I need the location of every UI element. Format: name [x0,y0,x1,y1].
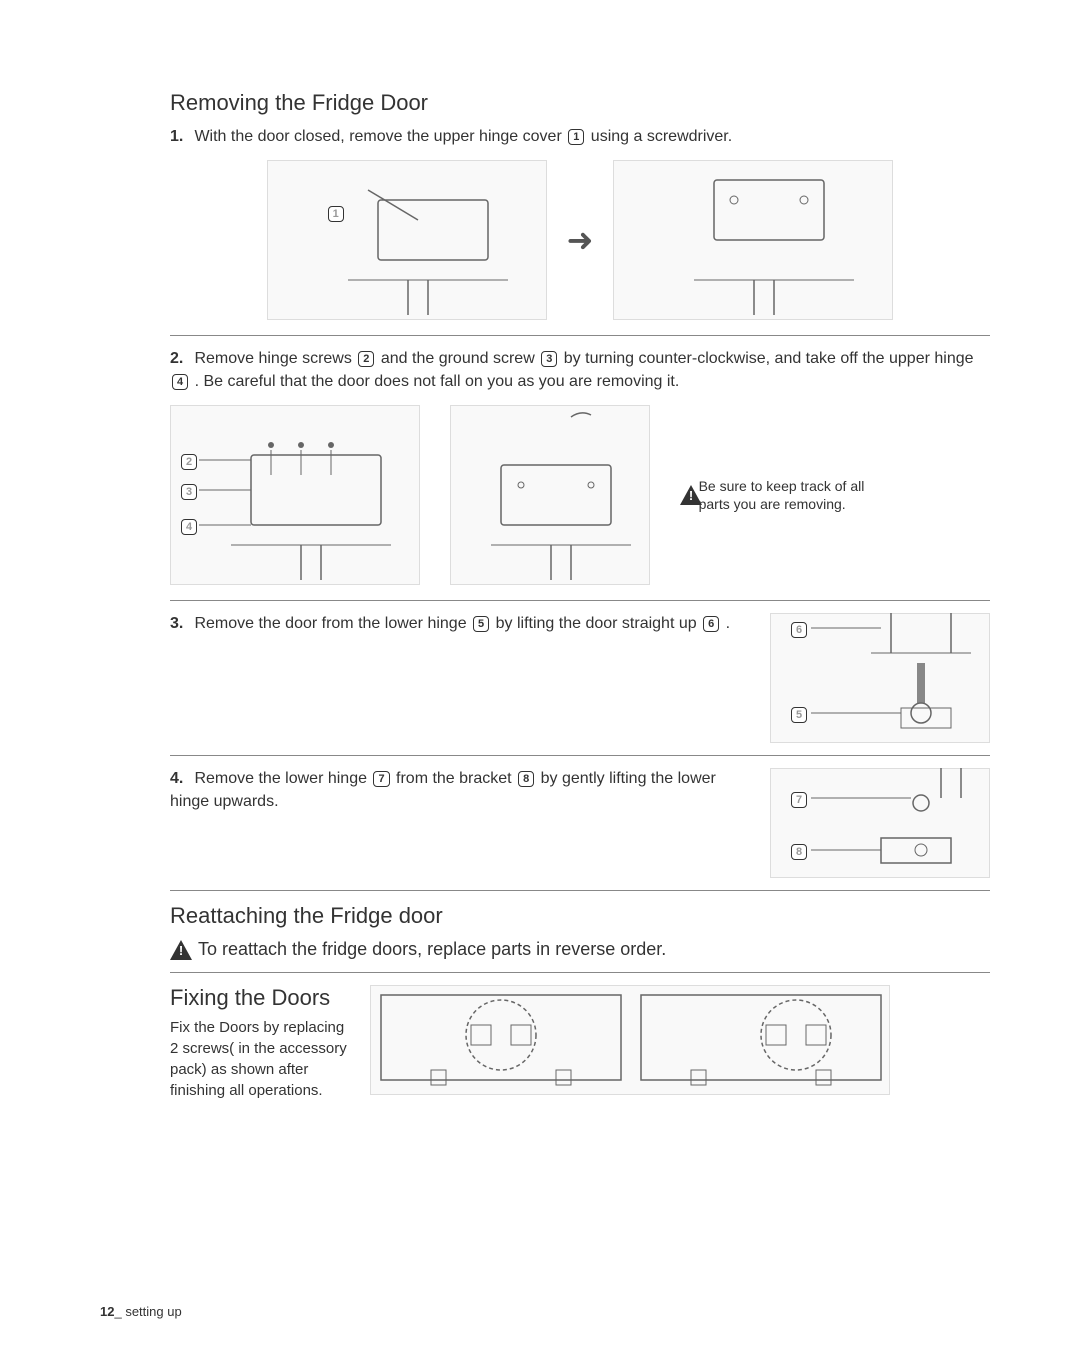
diagram-2-label-4: 4 [181,519,197,535]
callout-8: 8 [518,771,534,787]
step-4: 4. Remove the lower hinge 7 from the bra… [170,768,750,813]
step-4-text-a: Remove the lower hinge [194,770,371,787]
diagram-1-right [613,160,893,320]
diagram-3-label-5: 5 [791,707,807,723]
callout-2: 2 [358,351,374,367]
step-2-text-b: and the ground screw [381,350,539,367]
divider-1 [170,335,990,336]
reattaching-title: Reattaching the Fridge door [170,903,990,929]
step-2: 2. Remove hinge screws 2 and the ground … [170,348,990,393]
warning-icon [680,485,693,505]
warning-note-1: Be sure to keep track of all parts you a… [680,477,880,513]
diagram-2-left: 2 3 4 [170,405,420,585]
step-3: 3. Remove the door from the lower hinge … [170,613,750,635]
step-4-num: 4. [170,768,190,790]
hinge-cover-diagram-icon [268,160,546,320]
diagram-4-label-7: 7 [791,792,807,808]
fixing-title: Fixing the Doors [170,985,350,1011]
footer-sep: _ [114,1304,121,1319]
footer-section: setting up [122,1304,182,1319]
diagram-5 [370,985,890,1095]
footer: 12_ setting up [100,1304,182,1319]
step-3-num: 3. [170,613,190,635]
diagram-4: 7 8 [770,768,990,878]
callout-1: 1 [568,129,584,145]
step-1-text-after: using a screwdriver. [591,128,732,145]
reattach-text-row: To reattach the fridge doors, replace pa… [170,939,990,960]
callout-3: 3 [541,351,557,367]
warning-icon-2 [170,940,192,960]
diagram-3: 6 5 [770,613,990,743]
divider-3 [170,755,990,756]
step-4-row: 4. Remove the lower hinge 7 from the bra… [170,768,990,878]
diagram-4-label-8: 8 [791,844,807,860]
diagram-1-left: 1 [267,160,547,320]
step-4-text-b: from the bracket [396,770,516,787]
step-3-text-c: . [726,615,730,632]
callout-4: 4 [172,374,188,390]
diagram-3-label-6: 6 [791,622,807,638]
callout-5: 5 [473,616,489,632]
step-2-num: 2. [170,348,190,370]
diagram-2-right [450,405,650,585]
callout-7: 7 [373,771,389,787]
callout-6: 6 [703,616,719,632]
divider-5 [170,972,990,973]
step-1-text-before: With the door closed, remove the upper h… [194,128,566,145]
fixing-row: Fixing the Doors Fix the Doors by replac… [170,985,990,1101]
page-number: 12 [100,1304,114,1319]
fixing-text: Fix the Doors by replacing 2 screws( in … [170,1017,350,1101]
step-3-text-a: Remove the door from the lower hinge [194,615,471,632]
hinge-screws-diagram-icon [171,405,419,585]
arrow-icon: ➜ [567,221,594,259]
step-1: 1. With the door closed, remove the uppe… [170,126,990,148]
step-2-text-d: . Be careful that the door does not fall… [195,373,680,390]
diagram-2-label-3: 3 [181,484,197,500]
step-3-row: 3. Remove the door from the lower hinge … [170,613,990,743]
removing-title: Removing the Fridge Door [170,90,990,116]
diagram-1-area: 1 ➜ [170,160,990,320]
hinge-removed-diagram-icon [614,160,892,320]
fixing-doors-diagram-icon [371,985,889,1095]
hinge-lift-diagram-icon [451,405,649,585]
divider-4 [170,890,990,891]
diagram-1-label-1: 1 [328,206,344,222]
step-2-text-a: Remove hinge screws [194,350,356,367]
reattach-text: To reattach the fridge doors, replace pa… [198,939,666,960]
diagram-2-area: 2 3 4 Be sure to keep track of all parts… [170,405,990,585]
fixing-left: Fixing the Doors Fix the Doors by replac… [170,985,350,1101]
step-2-text-c: by turning counter-clockwise, and take o… [564,350,974,367]
diagram-2-label-2: 2 [181,454,197,470]
warning-note-text: Be sure to keep track of all parts you a… [699,477,880,513]
step-3-text-b: by lifting the door straight up [496,615,701,632]
step-1-num: 1. [170,126,190,148]
divider-2 [170,600,990,601]
bracket-diagram-icon [771,768,989,878]
